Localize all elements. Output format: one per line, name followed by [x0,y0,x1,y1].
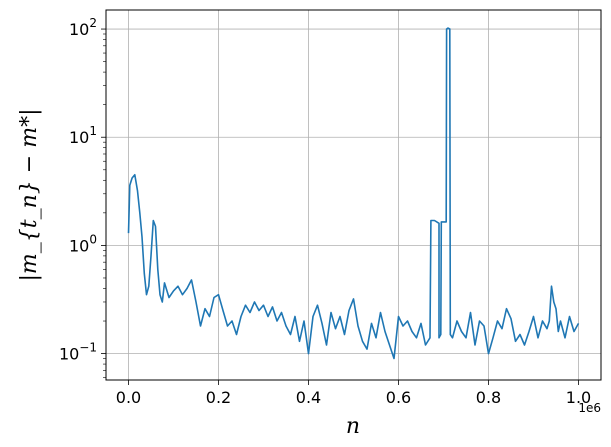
grid-lines [106,10,601,380]
y-axis-label: |m_{t_n} − m*| [17,109,42,282]
x-axis: 0.0 0.2 0.4 0.6 0.8 1.0 [116,380,591,407]
x-tick-label: 0.6 [386,388,411,407]
x-tick-label: 0.4 [296,388,321,407]
y-tick-label: 10−1 [59,341,97,364]
y-tick-label: 100 [69,232,97,255]
series-group [127,27,580,360]
x-tick-label: 0.2 [206,388,231,407]
y-tick-label: 101 [69,124,97,147]
x-tick-label: 1.0 [566,388,591,407]
x-tick-label: 0.0 [116,388,141,407]
x-axis-label: n [346,414,360,439]
y-tick-label: 102 [69,16,97,39]
plot-frame [105,9,602,381]
x-axis-offset: 1e6 [578,401,601,415]
series-line [127,27,580,360]
x-tick-label: 0.8 [476,388,501,407]
y-axis: 10−1 100 101 102 [59,16,106,378]
